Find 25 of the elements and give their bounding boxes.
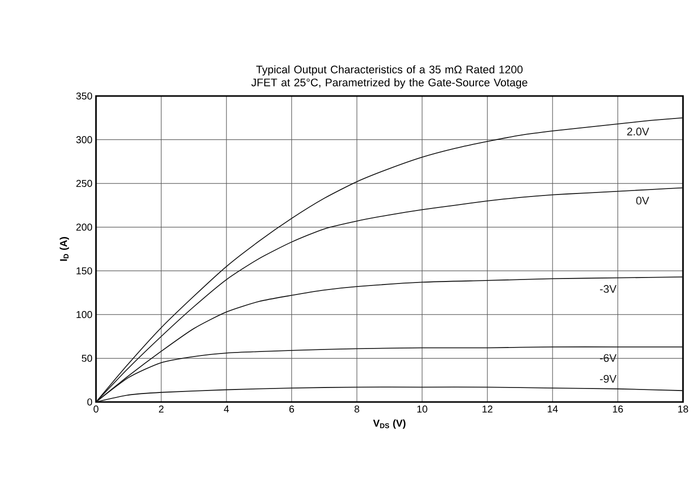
y-tick-label: 100 xyxy=(76,311,92,318)
series-label: 0V xyxy=(636,196,650,204)
x-tick-label: 16 xyxy=(613,406,623,413)
x-axis-title: V$_{DS}$ (V) xyxy=(373,419,406,429)
series-label: -3V xyxy=(600,285,617,293)
x-tick-label: 12 xyxy=(482,406,492,412)
y-tick-label: 50 xyxy=(82,354,92,362)
x-tick-label: 10 xyxy=(417,406,428,413)
x-tick-label: 0 xyxy=(94,406,98,413)
x-tick-label: 6 xyxy=(289,406,294,413)
y-tick-label: 300 xyxy=(76,136,92,144)
y-tick-label: 350 xyxy=(76,92,92,100)
y-tick-label: 0 xyxy=(87,398,92,406)
series-label: -9V xyxy=(600,374,617,383)
y-axis-title: I$_{D}$ (A) xyxy=(60,237,70,261)
x-tick-label: 4 xyxy=(224,406,229,412)
chart-title: Typical Output Characteristics of a 35 mΩ Rated 1200 JFET at 25°C, Parametrized by the Gate-Source Votage xyxy=(251,65,528,88)
y-tick-label: 200 xyxy=(76,224,92,231)
x-tick-label: 18 xyxy=(678,406,688,413)
x-tick-label: 14 xyxy=(548,406,558,412)
series-label: 2.0V xyxy=(627,128,650,136)
y-tick-label: 150 xyxy=(76,267,92,274)
y-tick-label: 250 xyxy=(76,180,92,187)
x-tick-label: 8 xyxy=(354,406,360,413)
x-tick-label: 2 xyxy=(158,406,164,412)
